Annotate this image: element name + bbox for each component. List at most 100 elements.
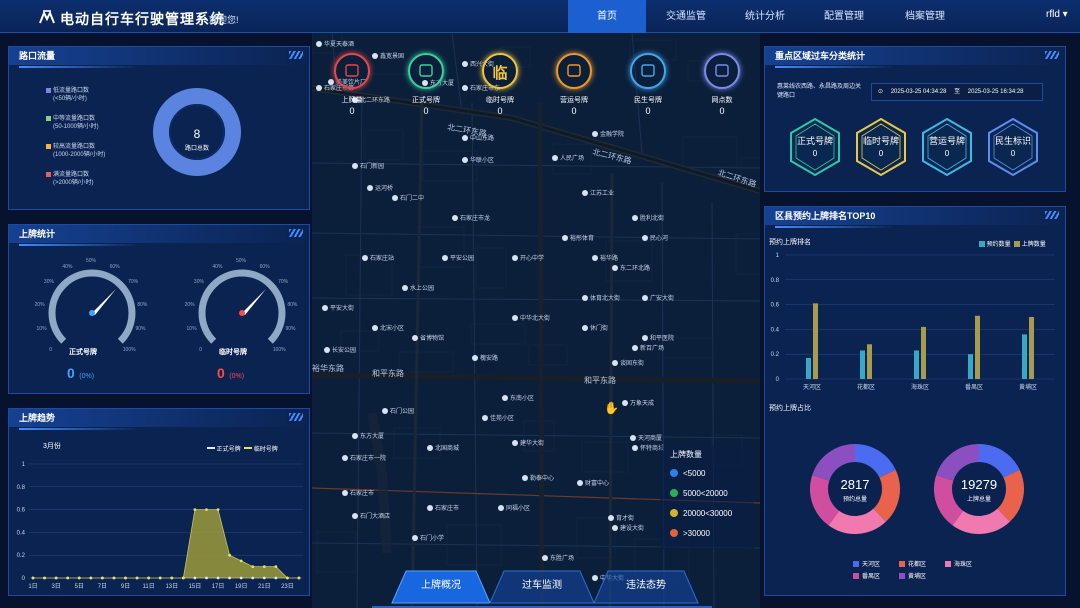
map-poi[interactable]: 石门新园 bbox=[352, 161, 384, 170]
map-poi[interactable]: 东南小区 bbox=[502, 393, 534, 402]
tab-pass-monitor[interactable]: 过车监测 bbox=[522, 580, 562, 591]
map-view[interactable]: 华夏天泰酒 鑫宽景国 石家庄市第 美美饮片厂 北二环东路 东方大厦 西兴大街 石家庄市东 运河桥… bbox=[312, 33, 760, 608]
map-legend-item: >30000 bbox=[660, 524, 754, 544]
map-poi[interactable]: 勒泰中心 bbox=[522, 473, 554, 482]
map-poi[interactable]: 裕华路 bbox=[592, 253, 618, 262]
map-poi[interactable]: 石门大酒店 bbox=[352, 511, 390, 520]
main-nav: 首页 交通监管 统计分析 配置管理 档案管理 bbox=[568, 0, 966, 33]
kpi-2[interactable]: 正式号牌 0 bbox=[396, 53, 456, 116]
map-poi[interactable]: 休门街 bbox=[582, 323, 608, 332]
plate-stats-title: 上牌统计 bbox=[9, 225, 309, 246]
intersection-total: 8 bbox=[193, 127, 201, 141]
map-poi[interactable]: 石家庄市东 bbox=[462, 83, 500, 92]
map-poi[interactable]: 江苏工业 bbox=[582, 188, 614, 197]
gauge-tick-label: 60% bbox=[259, 263, 270, 270]
gauge-tick-label: 80% bbox=[287, 301, 298, 308]
gauge-needle bbox=[92, 289, 116, 315]
map-poi[interactable]: 运河桥 bbox=[367, 183, 393, 192]
map-poi[interactable]: 同福小区 bbox=[498, 503, 530, 512]
kpi-3[interactable]: 临临时号牌 0 bbox=[470, 53, 530, 116]
map-poi[interactable]: 民心河 bbox=[642, 233, 668, 242]
trend-point bbox=[193, 576, 197, 580]
date-range-picker[interactable]: ⊙ 2025-03-25 04:34:28 至 2025-03-25 16:34… bbox=[871, 83, 1043, 101]
icon-shape bbox=[641, 64, 655, 77]
kpi-5[interactable]: 民生号牌 0 bbox=[618, 53, 678, 116]
y-tick-label: 0 bbox=[776, 377, 780, 383]
map-poi[interactable]: 人民广场 bbox=[552, 153, 584, 162]
kpi-6[interactable]: 网点数 0 bbox=[692, 53, 752, 116]
map-poi[interactable]: 体育北大街 bbox=[582, 293, 620, 302]
map-poi[interactable]: 天河商厦 bbox=[630, 433, 662, 442]
map-poi[interactable]: 东二环北路 bbox=[612, 263, 650, 272]
map-poi[interactable]: 北二环东路 bbox=[352, 95, 390, 104]
map-poi[interactable]: 东方大厦 bbox=[352, 431, 384, 440]
map-poi[interactable]: 新百广场 bbox=[632, 343, 664, 352]
y-tick-label: 0.8 bbox=[771, 278, 780, 284]
nav-traffic[interactable]: 交通监管 bbox=[666, 11, 706, 22]
map-poi[interactable]: 北国商城 bbox=[427, 443, 459, 452]
tab-violation-trend[interactable]: 违法态势 bbox=[626, 580, 666, 591]
map-poi[interactable]: 石门二中 bbox=[392, 193, 424, 202]
trend-point bbox=[170, 576, 174, 580]
flow-legend-item: 中等流量路口数 (50-1000辆/小时) bbox=[46, 115, 99, 131]
y-tick-label: 1 bbox=[22, 462, 26, 468]
map-poi[interactable]: 广安大街 bbox=[642, 293, 674, 302]
map-poi[interactable]: 怀特商城 bbox=[632, 443, 664, 452]
map-poi[interactable]: 东方大厦 bbox=[422, 78, 454, 87]
map-poi[interactable]: 华联小区 bbox=[462, 155, 494, 164]
map-poi[interactable]: 建华大街 bbox=[512, 438, 544, 447]
map-poi[interactable]: 长安公园 bbox=[324, 345, 356, 354]
map-poi[interactable]: 北宋小区 bbox=[372, 323, 404, 332]
map-poi[interactable]: 石家庄市第 bbox=[316, 83, 354, 92]
map-poi[interactable]: 华夏天泰酒 bbox=[316, 39, 354, 48]
map-poi[interactable]: 平安公园 bbox=[442, 253, 474, 262]
map-poi[interactable]: 胜利北街 bbox=[632, 213, 664, 222]
map-poi[interactable]: 槐安路 bbox=[472, 353, 498, 362]
map-poi[interactable]: 育才街 bbox=[608, 513, 634, 522]
key-area-item-2[interactable]: 临时号牌 0 bbox=[855, 117, 907, 177]
map-poi[interactable]: 石家庄市 bbox=[427, 503, 459, 512]
map-poi[interactable]: 开心中学 bbox=[512, 253, 544, 262]
flow-legend-label: 中等流量路口数 bbox=[53, 116, 96, 122]
donut-legend-item: 番禺区 bbox=[853, 571, 899, 580]
map-poi[interactable]: 东胜广场 bbox=[542, 553, 574, 562]
gauge-count: 0 bbox=[67, 365, 75, 381]
map-poi[interactable]: 省博物馆 bbox=[412, 333, 444, 342]
trend-point bbox=[216, 508, 220, 511]
map-poi[interactable]: 石门小学 bbox=[412, 533, 444, 542]
map-poi[interactable]: 水上公园 bbox=[402, 283, 434, 292]
map-poi[interactable]: 石门公园 bbox=[382, 406, 414, 415]
trend-point bbox=[251, 576, 255, 580]
map-poi[interactable]: 和平医院 bbox=[642, 333, 674, 342]
map-poi[interactable]: 财富中心 bbox=[577, 478, 609, 487]
map-poi[interactable]: 裕彤体育 bbox=[562, 233, 594, 242]
key-area-item-3[interactable]: 营运号牌 0 bbox=[921, 117, 973, 177]
map-poi[interactable]: 石家庄市 bbox=[342, 488, 374, 497]
map-poi[interactable]: 佳苑小区 bbox=[482, 413, 514, 422]
user-menu[interactable]: rfld ▾ bbox=[1046, 9, 1068, 20]
key-area-item-1[interactable]: 正式号牌 0 bbox=[789, 117, 841, 177]
nav-archive[interactable]: 档案管理 bbox=[905, 11, 945, 22]
map-poi[interactable]: 谈固东街 bbox=[612, 358, 644, 367]
map-poi[interactable]: 石家庄市一院 bbox=[342, 453, 386, 462]
map-poi[interactable]: 万象天成 bbox=[622, 398, 654, 407]
map-poi[interactable]: 中山东路 bbox=[462, 133, 494, 142]
kpi-4[interactable]: 营运号牌 0 bbox=[544, 53, 604, 116]
map-poi[interactable]: 金融学院 bbox=[592, 129, 624, 138]
key-area-item-4[interactable]: 民生标识 0 bbox=[987, 117, 1039, 177]
kpi-1[interactable]: 上牌量 0 bbox=[322, 53, 382, 116]
map-poi[interactable]: 建设大街 bbox=[612, 523, 644, 532]
map-poi[interactable]: 石家庄市龙 bbox=[452, 213, 490, 222]
map-poi[interactable]: 石家庄站 bbox=[362, 253, 394, 262]
nav-config[interactable]: 配置管理 bbox=[824, 11, 864, 22]
trend-point bbox=[112, 576, 116, 580]
map-poi[interactable]: 中华北大街 bbox=[512, 313, 550, 322]
tab-plate-overview[interactable]: 上牌概况 bbox=[421, 580, 461, 591]
nav-stats[interactable]: 统计分析 bbox=[745, 11, 785, 22]
kpi-value: 0 bbox=[349, 106, 355, 116]
map-poi[interactable]: 鑫宽景国 bbox=[372, 51, 404, 60]
key-area-desc: 惠莱线农西路、永昌路及周边关键路口 bbox=[777, 84, 862, 99]
nav-home[interactable]: 首页 bbox=[568, 0, 646, 33]
map-poi[interactable]: 平安大街 bbox=[322, 303, 354, 312]
